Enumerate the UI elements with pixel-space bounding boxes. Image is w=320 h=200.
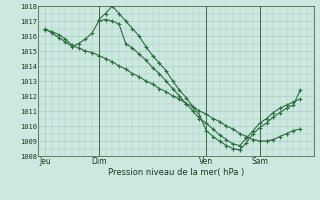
X-axis label: Pression niveau de la mer( hPa ): Pression niveau de la mer( hPa ) xyxy=(108,168,244,177)
